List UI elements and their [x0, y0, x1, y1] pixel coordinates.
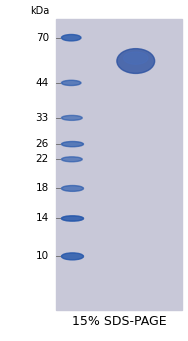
Ellipse shape	[61, 80, 81, 86]
Text: 70: 70	[36, 33, 49, 43]
Ellipse shape	[61, 34, 81, 41]
Ellipse shape	[61, 142, 83, 147]
Text: 14: 14	[36, 213, 49, 223]
Ellipse shape	[61, 157, 82, 162]
Ellipse shape	[61, 216, 83, 221]
Text: kDa: kDa	[30, 6, 49, 16]
Text: 26: 26	[36, 139, 49, 149]
Text: 33: 33	[36, 113, 49, 123]
Ellipse shape	[61, 253, 83, 260]
Text: 18: 18	[36, 183, 49, 193]
Text: 15% SDS-PAGE: 15% SDS-PAGE	[72, 315, 167, 328]
Ellipse shape	[61, 115, 82, 120]
Ellipse shape	[61, 216, 83, 221]
Ellipse shape	[61, 186, 83, 191]
Ellipse shape	[124, 52, 148, 64]
Ellipse shape	[117, 49, 155, 73]
Text: 10: 10	[36, 251, 49, 261]
Text: 22: 22	[36, 154, 49, 164]
Text: 44: 44	[36, 78, 49, 88]
